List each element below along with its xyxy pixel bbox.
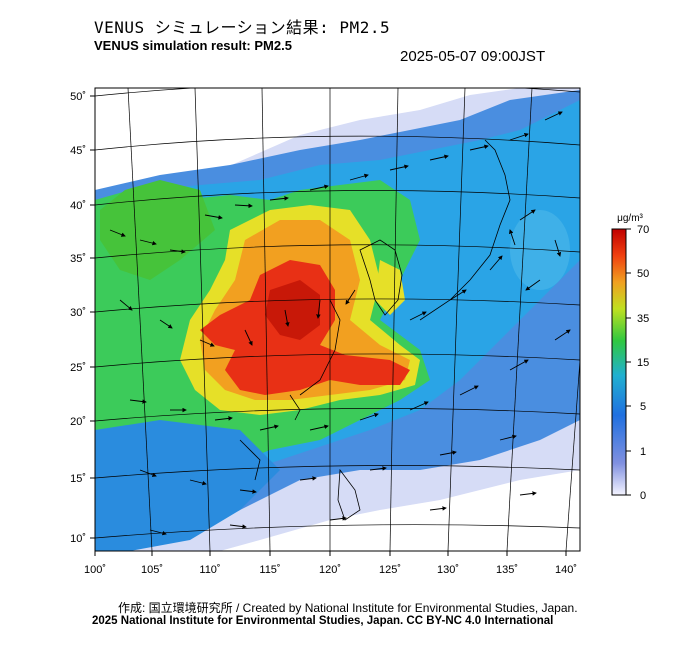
lat-label: 40˚: [70, 200, 86, 212]
lon-label: 120˚: [319, 564, 341, 576]
lat-label: 20˚: [70, 416, 86, 428]
lon-label: 140˚: [555, 564, 577, 576]
license-line: 2025 National Institute for Environmenta…: [92, 615, 554, 627]
lat-label: 50˚: [70, 91, 86, 103]
colorbar-tick-label: 70: [637, 224, 649, 236]
lon-label: 115˚: [259, 564, 280, 576]
colorbar: [611, 228, 627, 496]
credit-line: 作成: 国立環境研究所 / Created by National Instit…: [118, 601, 578, 615]
colorbar-tick-label: 35: [637, 313, 649, 325]
frame-ticks: [90, 95, 567, 556]
lon-label: 125˚: [379, 564, 401, 576]
lat-label: 45˚: [70, 145, 86, 157]
colorbar-tick-label: 15: [637, 357, 649, 369]
coastlines: [239, 139, 511, 521]
lon-label: 110˚: [199, 564, 220, 576]
lat-label: 15˚: [70, 473, 86, 485]
lat-label: 35˚: [70, 253, 86, 265]
colorbar-tick-label: 0: [640, 490, 646, 502]
longitude-labels: 100˚ 105˚ 110˚ 115˚ 120˚ 125˚ 130˚ 135˚ …: [84, 564, 577, 576]
lon-label: 105˚: [141, 564, 163, 576]
latitude-labels: 50˚ 45˚ 40˚ 35˚ 30˚ 25˚ 20˚ 15˚ 10˚: [70, 91, 86, 545]
map-title-english: VENUS simulation result: PM2.5: [94, 38, 292, 53]
colorbar-tick-label: 50: [637, 268, 649, 280]
graticule: [95, 88, 580, 551]
colorbar-tick-label: 1: [640, 446, 646, 458]
colorbar-ticks: [626, 228, 631, 496]
colorbar-tick-label: 5: [640, 401, 646, 413]
timestamp: 2025-05-07 09:00JST: [400, 48, 546, 65]
colorbar-labels: 70 50 35 15 5 1 0: [637, 224, 649, 502]
map-frame: [94, 87, 581, 552]
lon-label: 135˚: [496, 564, 518, 576]
pm25-field: [95, 88, 580, 551]
lat-label: 25˚: [70, 362, 86, 374]
map-title-japanese: VENUS シミュレーション結果: PM2.5: [94, 18, 391, 37]
lon-label: 130˚: [437, 564, 459, 576]
wind-vectors: [109, 111, 571, 536]
lat-label: 10˚: [70, 533, 86, 545]
colorbar-unit: μg/m³: [617, 213, 643, 224]
lon-label: 100˚: [84, 564, 106, 576]
lat-label: 30˚: [70, 307, 86, 319]
